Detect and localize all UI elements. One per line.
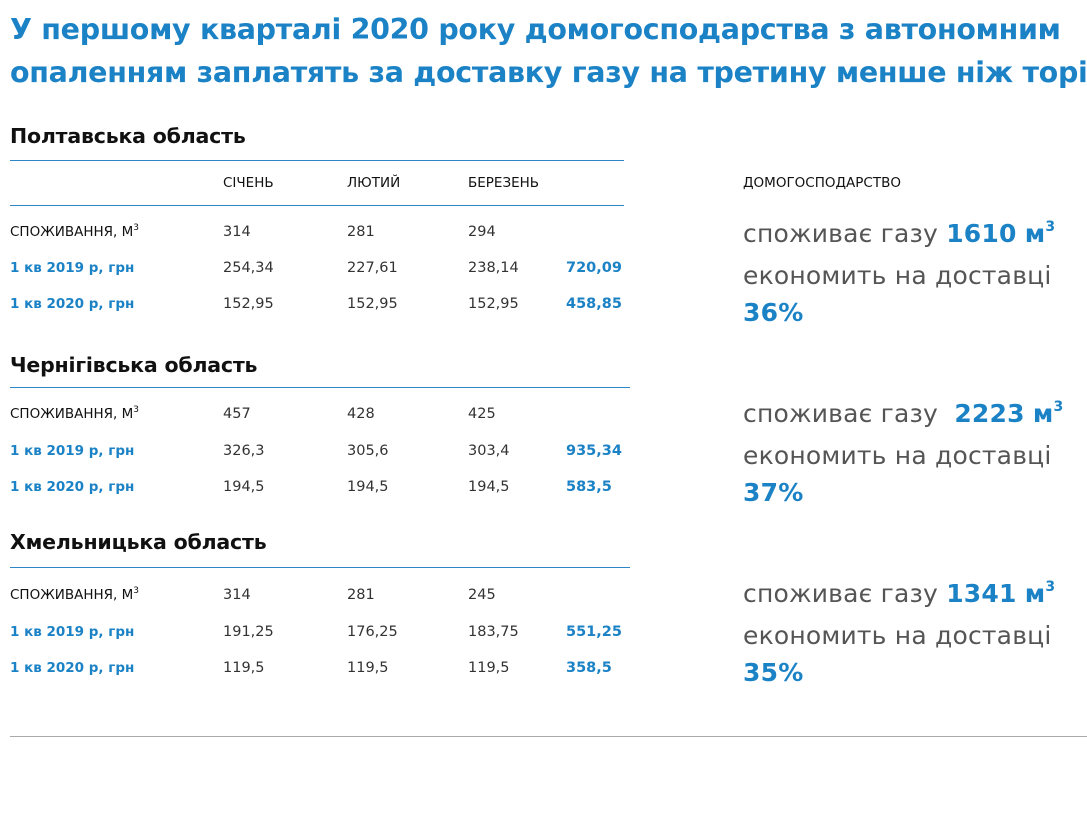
title-line-1: У першому кварталі 2020 року домогоспода… bbox=[10, 13, 1061, 46]
table-cell: 326,3 bbox=[223, 443, 265, 459]
saving-line: економить на доставці bbox=[743, 261, 1052, 290]
saving-line: економить на доставці bbox=[743, 621, 1052, 650]
row-2019-label: 1 кв 2019 р, грн bbox=[10, 624, 135, 640]
total-2019: 720,09 bbox=[566, 260, 622, 276]
month-header-mar: БЕРЕЗЕНЬ bbox=[468, 175, 540, 191]
header-divider bbox=[10, 205, 624, 206]
consumption-label: СПОЖИВАННЯ, М3 bbox=[10, 405, 139, 422]
gas-consumption-line: споживає газу 1341 м3 bbox=[743, 579, 1056, 608]
table-cell: 194,5 bbox=[468, 479, 510, 495]
table-cell: 227,61 bbox=[347, 260, 398, 276]
table-cell: 281 bbox=[347, 587, 375, 603]
region-divider bbox=[10, 567, 630, 568]
total-2019: 935,34 bbox=[566, 443, 622, 459]
table-cell: 119,5 bbox=[468, 660, 510, 676]
table-cell: 183,75 bbox=[468, 624, 519, 640]
table-cell: 254,34 bbox=[223, 260, 274, 276]
row-2020-label: 1 кв 2020 р, грн bbox=[10, 296, 135, 312]
page-title: У першому кварталі 2020 року домогоспода… bbox=[10, 8, 1087, 94]
saving-line: економить на доставці bbox=[743, 441, 1052, 470]
table-cell: 425 bbox=[468, 406, 496, 422]
title-line-2: опаленням заплатять за доставку газу на … bbox=[10, 56, 1087, 89]
table-cell: 281 bbox=[347, 224, 375, 240]
region-title-khmelnytskyi: Хмельницька область bbox=[10, 530, 267, 554]
row-2019-label: 1 кв 2019 р, грн bbox=[10, 260, 135, 276]
total-2019: 551,25 bbox=[566, 624, 622, 640]
table-cell: 428 bbox=[347, 406, 375, 422]
table-cell: 305,6 bbox=[347, 443, 389, 459]
total-2020: 583,5 bbox=[566, 479, 612, 495]
month-header-jan: СІЧЕНЬ bbox=[223, 175, 274, 191]
table-cell: 294 bbox=[468, 224, 496, 240]
table-cell: 152,95 bbox=[468, 296, 519, 312]
summary-chernihiv: споживає газу 2223 м3 економить на доста… bbox=[743, 395, 1087, 511]
row-2020-label: 1 кв 2020 р, грн bbox=[10, 479, 135, 495]
total-2020: 358,5 bbox=[566, 660, 612, 676]
row-2020-label: 1 кв 2020 р, грн bbox=[10, 660, 135, 676]
table-cell: 314 bbox=[223, 587, 251, 603]
region-divider bbox=[10, 160, 624, 161]
total-2020: 458,85 bbox=[566, 296, 622, 312]
summary-khmelnytskyi: споживає газу 1341 м3 економить на доста… bbox=[743, 575, 1087, 691]
table-cell: 314 bbox=[223, 224, 251, 240]
table-cell: 194,5 bbox=[223, 479, 265, 495]
table-cell: 119,5 bbox=[347, 660, 389, 676]
table-cell: 152,95 bbox=[223, 296, 274, 312]
table-cell: 152,95 bbox=[347, 296, 398, 312]
table-cell: 245 bbox=[468, 587, 496, 603]
saving-percent: 37% bbox=[743, 478, 804, 507]
table-cell: 457 bbox=[223, 406, 251, 422]
saving-percent: 36% bbox=[743, 298, 804, 327]
table-cell: 191,25 bbox=[223, 624, 274, 640]
table-cell: 238,14 bbox=[468, 260, 519, 276]
consumption-label: СПОЖИВАННЯ, М3 bbox=[10, 223, 139, 240]
row-2019-label: 1 кв 2019 р, грн bbox=[10, 443, 135, 459]
region-divider bbox=[10, 387, 630, 388]
gas-consumption-line: споживає газу 2223 м3 bbox=[743, 399, 1064, 428]
bottom-divider bbox=[10, 736, 1087, 737]
table-cell: 176,25 bbox=[347, 624, 398, 640]
summary-poltava: споживає газу 1610 м3 економить на доста… bbox=[743, 215, 1087, 331]
table-cell: 119,5 bbox=[223, 660, 265, 676]
consumption-label: СПОЖИВАННЯ, М3 bbox=[10, 586, 139, 603]
gas-consumption-line: споживає газу 1610 м3 bbox=[743, 219, 1056, 248]
region-title-poltava: Полтавська область bbox=[10, 124, 246, 148]
table-cell: 303,4 bbox=[468, 443, 510, 459]
saving-percent: 35% bbox=[743, 658, 804, 687]
table-cell: 194,5 bbox=[347, 479, 389, 495]
household-header: ДОМОГОСПОДАРСТВО bbox=[743, 175, 901, 191]
month-header-feb: ЛЮТИЙ bbox=[347, 175, 401, 191]
region-title-chernihiv: Чернігівська область bbox=[10, 353, 258, 377]
